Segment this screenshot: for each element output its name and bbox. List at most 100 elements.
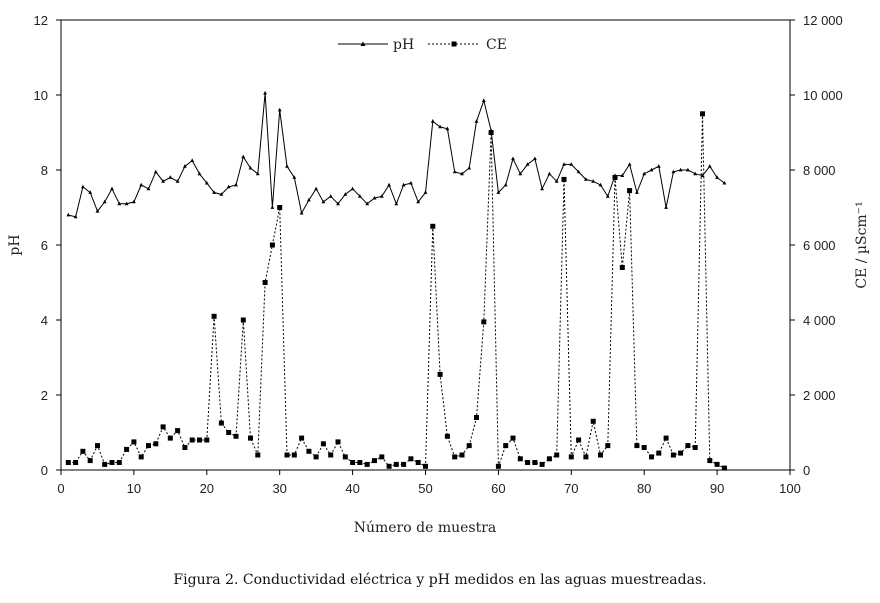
series-ph-point: [139, 182, 144, 187]
series-ce-point: [175, 428, 181, 434]
series-ce-point: [153, 441, 159, 447]
x-tick-label: 80: [637, 481, 651, 496]
series-ph-point: [277, 107, 282, 112]
series-ph-point: [525, 162, 530, 166]
series-ce-point: [299, 435, 305, 441]
series-ce-point: [350, 460, 356, 465]
series-ph-point: [88, 190, 93, 194]
y-left-tick-label: 2: [41, 388, 48, 403]
series-ce-point: [204, 437, 210, 443]
series-ce-point: [226, 430, 232, 435]
series-ce-point: [488, 130, 494, 135]
series-ce-point: [335, 439, 341, 445]
series-ce-point: [452, 454, 458, 460]
series-ph-point: [686, 167, 690, 172]
x-tick-label: 100: [779, 481, 801, 496]
series-ce-point: [73, 460, 79, 465]
series-ph-point: [503, 182, 508, 187]
series-ph-point: [66, 212, 71, 217]
series-ce-point: [619, 265, 625, 270]
x-tick-label: 70: [564, 481, 578, 496]
series-ph-point: [620, 173, 625, 177]
series-ph-point: [700, 173, 705, 177]
y-right-tick-label: 8 000: [803, 163, 836, 178]
series-ph-point: [248, 165, 253, 170]
series-ph-point: [372, 195, 377, 200]
series-ph-point: [358, 194, 362, 198]
series-ce-point: [415, 460, 421, 465]
series-ph-point: [212, 190, 216, 194]
series-ph-point: [452, 169, 457, 174]
series-ce-point: [182, 445, 188, 450]
series-ce-point: [255, 452, 261, 458]
series-ph-point: [124, 201, 129, 206]
series-ce-point: [517, 456, 523, 462]
y-right-tick-label: 10 000: [803, 88, 843, 103]
series-ph-point: [707, 164, 712, 168]
series-ph-point: [343, 192, 348, 196]
series-ce-point: [627, 188, 633, 194]
series-ce-point: [423, 463, 428, 469]
x-tick-label: 50: [418, 481, 432, 496]
legend-ce-label: CE: [486, 37, 507, 53]
series-ce-point: [568, 454, 574, 460]
legend: pH CE: [338, 37, 507, 53]
series-ph-point: [292, 175, 297, 179]
series-ce-point: [466, 443, 472, 449]
series-ce-point: [393, 461, 399, 467]
series-ce-point: [306, 448, 312, 454]
series-ce-point: [554, 452, 560, 458]
series-ce-point: [364, 461, 370, 467]
series-ph-point: [95, 209, 100, 213]
series-ph-point: [263, 90, 267, 95]
series-ce-point: [503, 443, 509, 449]
series-ce-point: [546, 456, 552, 462]
series-ce-point: [95, 443, 100, 449]
y-axis-left-title: pH: [7, 234, 23, 255]
series-ph-point: [562, 162, 566, 166]
series-ph-point: [642, 171, 647, 176]
series-ce-point: [525, 460, 531, 465]
x-tick-label: 20: [200, 481, 214, 496]
series-ph-point: [110, 186, 114, 191]
series-ce-point: [401, 461, 407, 467]
series-ph-point: [328, 194, 333, 198]
series-ce-point: [284, 452, 290, 458]
series-ce-point: [539, 461, 545, 467]
series-ce-point: [444, 433, 450, 439]
series-ph-point: [234, 182, 238, 187]
series-ph-point: [190, 158, 195, 162]
figure-caption: Figura 2. Conductividad eléctrica y pH m…: [173, 572, 707, 588]
series-ce-point: [641, 445, 647, 450]
series-ce-point: [532, 460, 538, 465]
series-ce-point: [481, 319, 487, 325]
series-ce-point: [102, 461, 108, 467]
series-ph-point: [350, 186, 355, 191]
series-ph-point: [605, 194, 610, 198]
series-ce-point: [685, 443, 691, 449]
series-ph-point: [270, 205, 275, 209]
y-left-tick-label: 10: [34, 88, 48, 103]
series-ph-point: [481, 98, 486, 102]
series-ce-point: [248, 435, 253, 441]
series-ce-point: [386, 463, 392, 469]
y-left-tick-label: 4: [41, 313, 48, 328]
series-ph-point: [678, 167, 683, 172]
series-ce-point: [430, 223, 436, 229]
series-ce-point: [707, 458, 713, 464]
series-ce-point: [700, 111, 705, 117]
series-ce-point: [656, 450, 662, 456]
series-ph-point: [226, 184, 231, 189]
series-ph-point: [627, 162, 632, 166]
series-ph-point: [576, 169, 581, 174]
y-right-tick-label: 2 000: [803, 388, 836, 403]
series-ph-point: [591, 179, 596, 183]
series-ce-point: [262, 280, 268, 285]
x-tick-label: 90: [710, 481, 724, 496]
series-ce-point: [634, 443, 640, 449]
series-ce-point: [576, 437, 582, 443]
series-ph-point: [409, 180, 413, 185]
series-ce-point: [408, 456, 414, 462]
y-right-tick-label: 4 000: [803, 313, 836, 328]
series-ce-point: [233, 433, 239, 439]
